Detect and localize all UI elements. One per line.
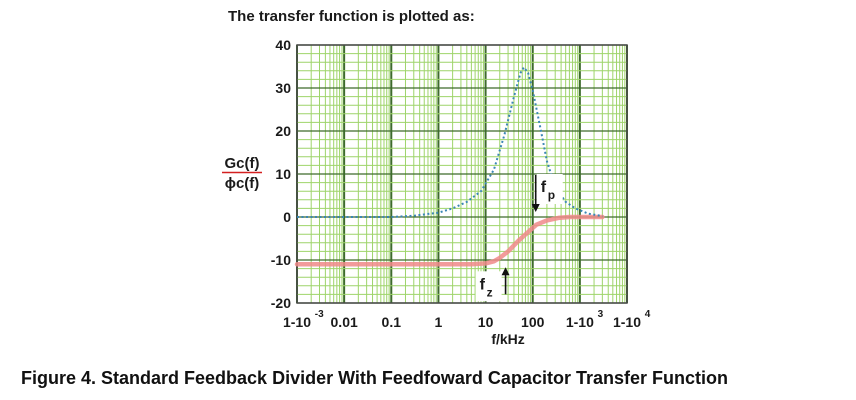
x-tick-label: 0.01 xyxy=(331,314,358,330)
grid xyxy=(296,44,628,304)
annotations: f pf z xyxy=(475,174,563,302)
x-tick-exponent: 4 xyxy=(645,309,651,320)
series-line-solid xyxy=(294,214,605,267)
x-tick-label: 0.1 xyxy=(382,314,402,330)
annotation-arrow-head xyxy=(501,267,510,276)
annotation-arrow-head xyxy=(531,204,540,212)
x-tick-label: 100 xyxy=(521,314,545,330)
plot-border xyxy=(296,44,628,304)
y-tick-label: 20 xyxy=(275,123,291,139)
x-tick-exponent: 3 xyxy=(598,309,604,320)
figure-caption: Figure 4. Standard Feedback Divider With… xyxy=(21,368,728,388)
x-axis-label: f/kHz xyxy=(491,331,524,347)
axes xyxy=(296,44,628,304)
y-axis-label-bottom: ϕc(f) xyxy=(225,175,260,192)
y-axis-label-top: Gc(f) xyxy=(225,155,260,172)
chart-heading: The transfer function is plotted as: xyxy=(228,8,475,25)
x-tick-exponent: -3 xyxy=(315,309,324,320)
annotation-subscript: p xyxy=(548,188,555,202)
x-tick-label: 10 xyxy=(478,314,494,330)
x-tick-label: 1-10 xyxy=(566,314,594,330)
y-tick-label: 30 xyxy=(275,80,291,96)
annotation-subscript: z xyxy=(487,285,493,299)
y-tick-label: 0 xyxy=(283,209,291,225)
y-tick-label: -20 xyxy=(271,295,291,311)
annotation-label: f xyxy=(480,276,486,293)
y-tick-label: -10 xyxy=(271,252,291,268)
annotation-background xyxy=(475,271,502,302)
y-tick-label: 10 xyxy=(275,166,291,182)
annotation-label: f xyxy=(541,179,547,196)
x-tick-label: 1-10 xyxy=(613,314,641,330)
x-tick-label: 1-10 xyxy=(283,314,311,330)
annotation-background xyxy=(536,174,563,204)
y-tick-label: 40 xyxy=(275,37,291,53)
x-tick-label: 1 xyxy=(435,314,443,330)
